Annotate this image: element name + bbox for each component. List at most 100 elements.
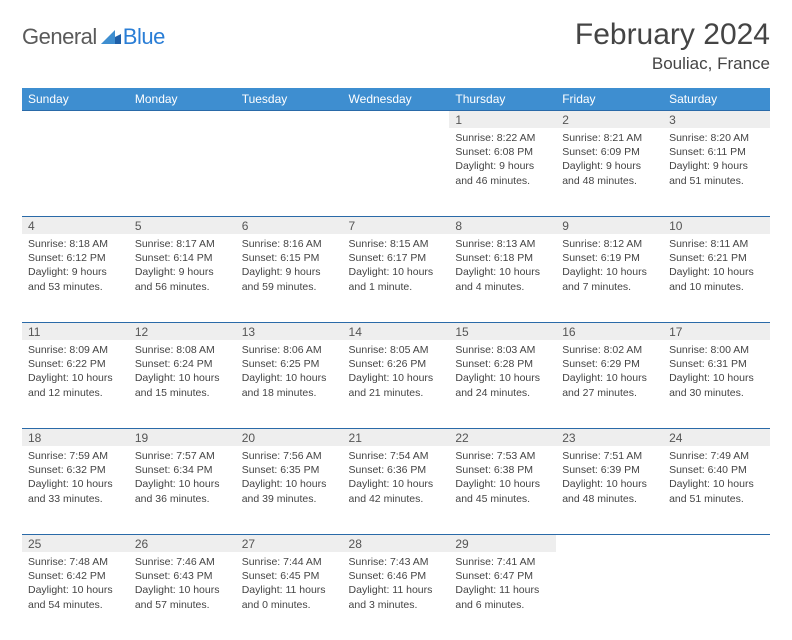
detail-line-d2: and 48 minutes. [562,174,657,188]
detail-line-sr: Sunrise: 7:53 AM [455,449,550,463]
detail-line-sr: Sunrise: 7:46 AM [135,555,230,569]
day-details: Sunrise: 8:11 AMSunset: 6:21 PMDaylight:… [663,234,770,300]
logo: General Blue [22,18,165,50]
detail-line-d2: and 59 minutes. [242,280,337,294]
detail-line-d2: and 1 minute. [349,280,444,294]
detail-line-d2: and 51 minutes. [669,492,764,506]
day-number: 7 [343,216,450,234]
detail-line-sr: Sunrise: 7:57 AM [135,449,230,463]
detail-line-sr: Sunrise: 8:09 AM [28,343,123,357]
detail-line-sr: Sunrise: 8:11 AM [669,237,764,251]
detail-line-d2: and 30 minutes. [669,386,764,400]
detail-line-ss: Sunset: 6:35 PM [242,463,337,477]
day-details: Sunrise: 7:49 AMSunset: 6:40 PMDaylight:… [663,446,770,512]
day-details: Sunrise: 8:17 AMSunset: 6:14 PMDaylight:… [129,234,236,300]
day-number: 2 [556,110,663,128]
logo-mark-icon [101,26,121,49]
day-number: 22 [449,428,556,446]
day-details: Sunrise: 8:18 AMSunset: 6:12 PMDaylight:… [22,234,129,300]
detail-line-ss: Sunset: 6:28 PM [455,357,550,371]
detail-line-ss: Sunset: 6:42 PM [28,569,123,583]
detail-line-d2: and 6 minutes. [455,598,550,612]
calendar-table: Sunday Monday Tuesday Wednesday Thursday… [22,88,770,640]
day-details: Sunrise: 8:21 AMSunset: 6:09 PMDaylight:… [556,128,663,194]
day-details: Sunrise: 7:54 AMSunset: 6:36 PMDaylight:… [343,446,450,512]
detail-line-sr: Sunrise: 7:51 AM [562,449,657,463]
day-number: 12 [129,322,236,340]
day-number: 11 [22,322,129,340]
weekday-monday: Monday [129,88,236,110]
details-row: Sunrise: 8:09 AMSunset: 6:22 PMDaylight:… [22,340,770,428]
details-row: Sunrise: 7:48 AMSunset: 6:42 PMDaylight:… [22,552,770,640]
detail-line-sr: Sunrise: 7:44 AM [242,555,337,569]
day-details: Sunrise: 8:13 AMSunset: 6:18 PMDaylight:… [449,234,556,300]
detail-line-sr: Sunrise: 8:05 AM [349,343,444,357]
detail-line-d2: and 10 minutes. [669,280,764,294]
day-number: 20 [236,428,343,446]
detail-line-d1: Daylight: 11 hours [349,583,444,597]
detail-line-d2: and 56 minutes. [135,280,230,294]
detail-line-ss: Sunset: 6:24 PM [135,357,230,371]
day-number: 23 [556,428,663,446]
day-number-empty [129,110,236,128]
details-row: Sunrise: 8:18 AMSunset: 6:12 PMDaylight:… [22,234,770,322]
detail-line-d1: Daylight: 9 hours [28,265,123,279]
day-number: 21 [343,428,450,446]
detail-line-sr: Sunrise: 7:54 AM [349,449,444,463]
detail-line-sr: Sunrise: 8:08 AM [135,343,230,357]
day-number: 5 [129,216,236,234]
details-row: Sunrise: 8:22 AMSunset: 6:08 PMDaylight:… [22,128,770,216]
detail-line-d1: Daylight: 10 hours [562,371,657,385]
weekday-wednesday: Wednesday [343,88,450,110]
detail-line-d1: Daylight: 10 hours [28,583,123,597]
day-details: Sunrise: 8:05 AMSunset: 6:26 PMDaylight:… [343,340,450,406]
day-number-empty [343,110,450,128]
detail-line-d2: and 18 minutes. [242,386,337,400]
detail-line-d2: and 57 minutes. [135,598,230,612]
detail-line-ss: Sunset: 6:21 PM [669,251,764,265]
day-number-empty [556,534,663,552]
day-number: 9 [556,216,663,234]
detail-line-ss: Sunset: 6:11 PM [669,145,764,159]
detail-line-d2: and 24 minutes. [455,386,550,400]
detail-line-ss: Sunset: 6:15 PM [242,251,337,265]
weekday-header-row: Sunday Monday Tuesday Wednesday Thursday… [22,88,770,110]
detail-line-sr: Sunrise: 8:12 AM [562,237,657,251]
detail-line-d2: and 39 minutes. [242,492,337,506]
day-details: Sunrise: 8:06 AMSunset: 6:25 PMDaylight:… [236,340,343,406]
detail-line-d1: Daylight: 9 hours [455,159,550,173]
day-number: 19 [129,428,236,446]
header: General Blue February 2024 Bouliac, Fran… [22,18,770,74]
detail-line-ss: Sunset: 6:47 PM [455,569,550,583]
detail-line-ss: Sunset: 6:29 PM [562,357,657,371]
detail-line-sr: Sunrise: 7:56 AM [242,449,337,463]
weekday-tuesday: Tuesday [236,88,343,110]
detail-line-ss: Sunset: 6:18 PM [455,251,550,265]
day-number-empty [663,534,770,552]
detail-line-ss: Sunset: 6:38 PM [455,463,550,477]
detail-line-sr: Sunrise: 7:49 AM [669,449,764,463]
detail-line-d1: Daylight: 9 hours [669,159,764,173]
day-details: Sunrise: 7:48 AMSunset: 6:42 PMDaylight:… [22,552,129,618]
detail-line-ss: Sunset: 6:08 PM [455,145,550,159]
day-details: Sunrise: 8:03 AMSunset: 6:28 PMDaylight:… [449,340,556,406]
detail-line-d2: and 27 minutes. [562,386,657,400]
detail-line-d1: Daylight: 10 hours [135,583,230,597]
location-label: Bouliac, France [575,54,770,74]
day-number: 4 [22,216,129,234]
detail-line-sr: Sunrise: 8:03 AM [455,343,550,357]
daynum-row: 11121314151617 [22,322,770,340]
day-details: Sunrise: 8:08 AMSunset: 6:24 PMDaylight:… [129,340,236,406]
detail-line-sr: Sunrise: 7:41 AM [455,555,550,569]
day-number-empty [236,110,343,128]
day-number: 6 [236,216,343,234]
detail-line-ss: Sunset: 6:34 PM [135,463,230,477]
detail-line-sr: Sunrise: 8:15 AM [349,237,444,251]
detail-line-sr: Sunrise: 8:22 AM [455,131,550,145]
detail-line-d1: Daylight: 10 hours [135,371,230,385]
day-details: Sunrise: 7:51 AMSunset: 6:39 PMDaylight:… [556,446,663,512]
detail-line-sr: Sunrise: 8:17 AM [135,237,230,251]
day-details: Sunrise: 7:56 AMSunset: 6:35 PMDaylight:… [236,446,343,512]
detail-line-ss: Sunset: 6:32 PM [28,463,123,477]
logo-text-2: Blue [123,24,165,50]
